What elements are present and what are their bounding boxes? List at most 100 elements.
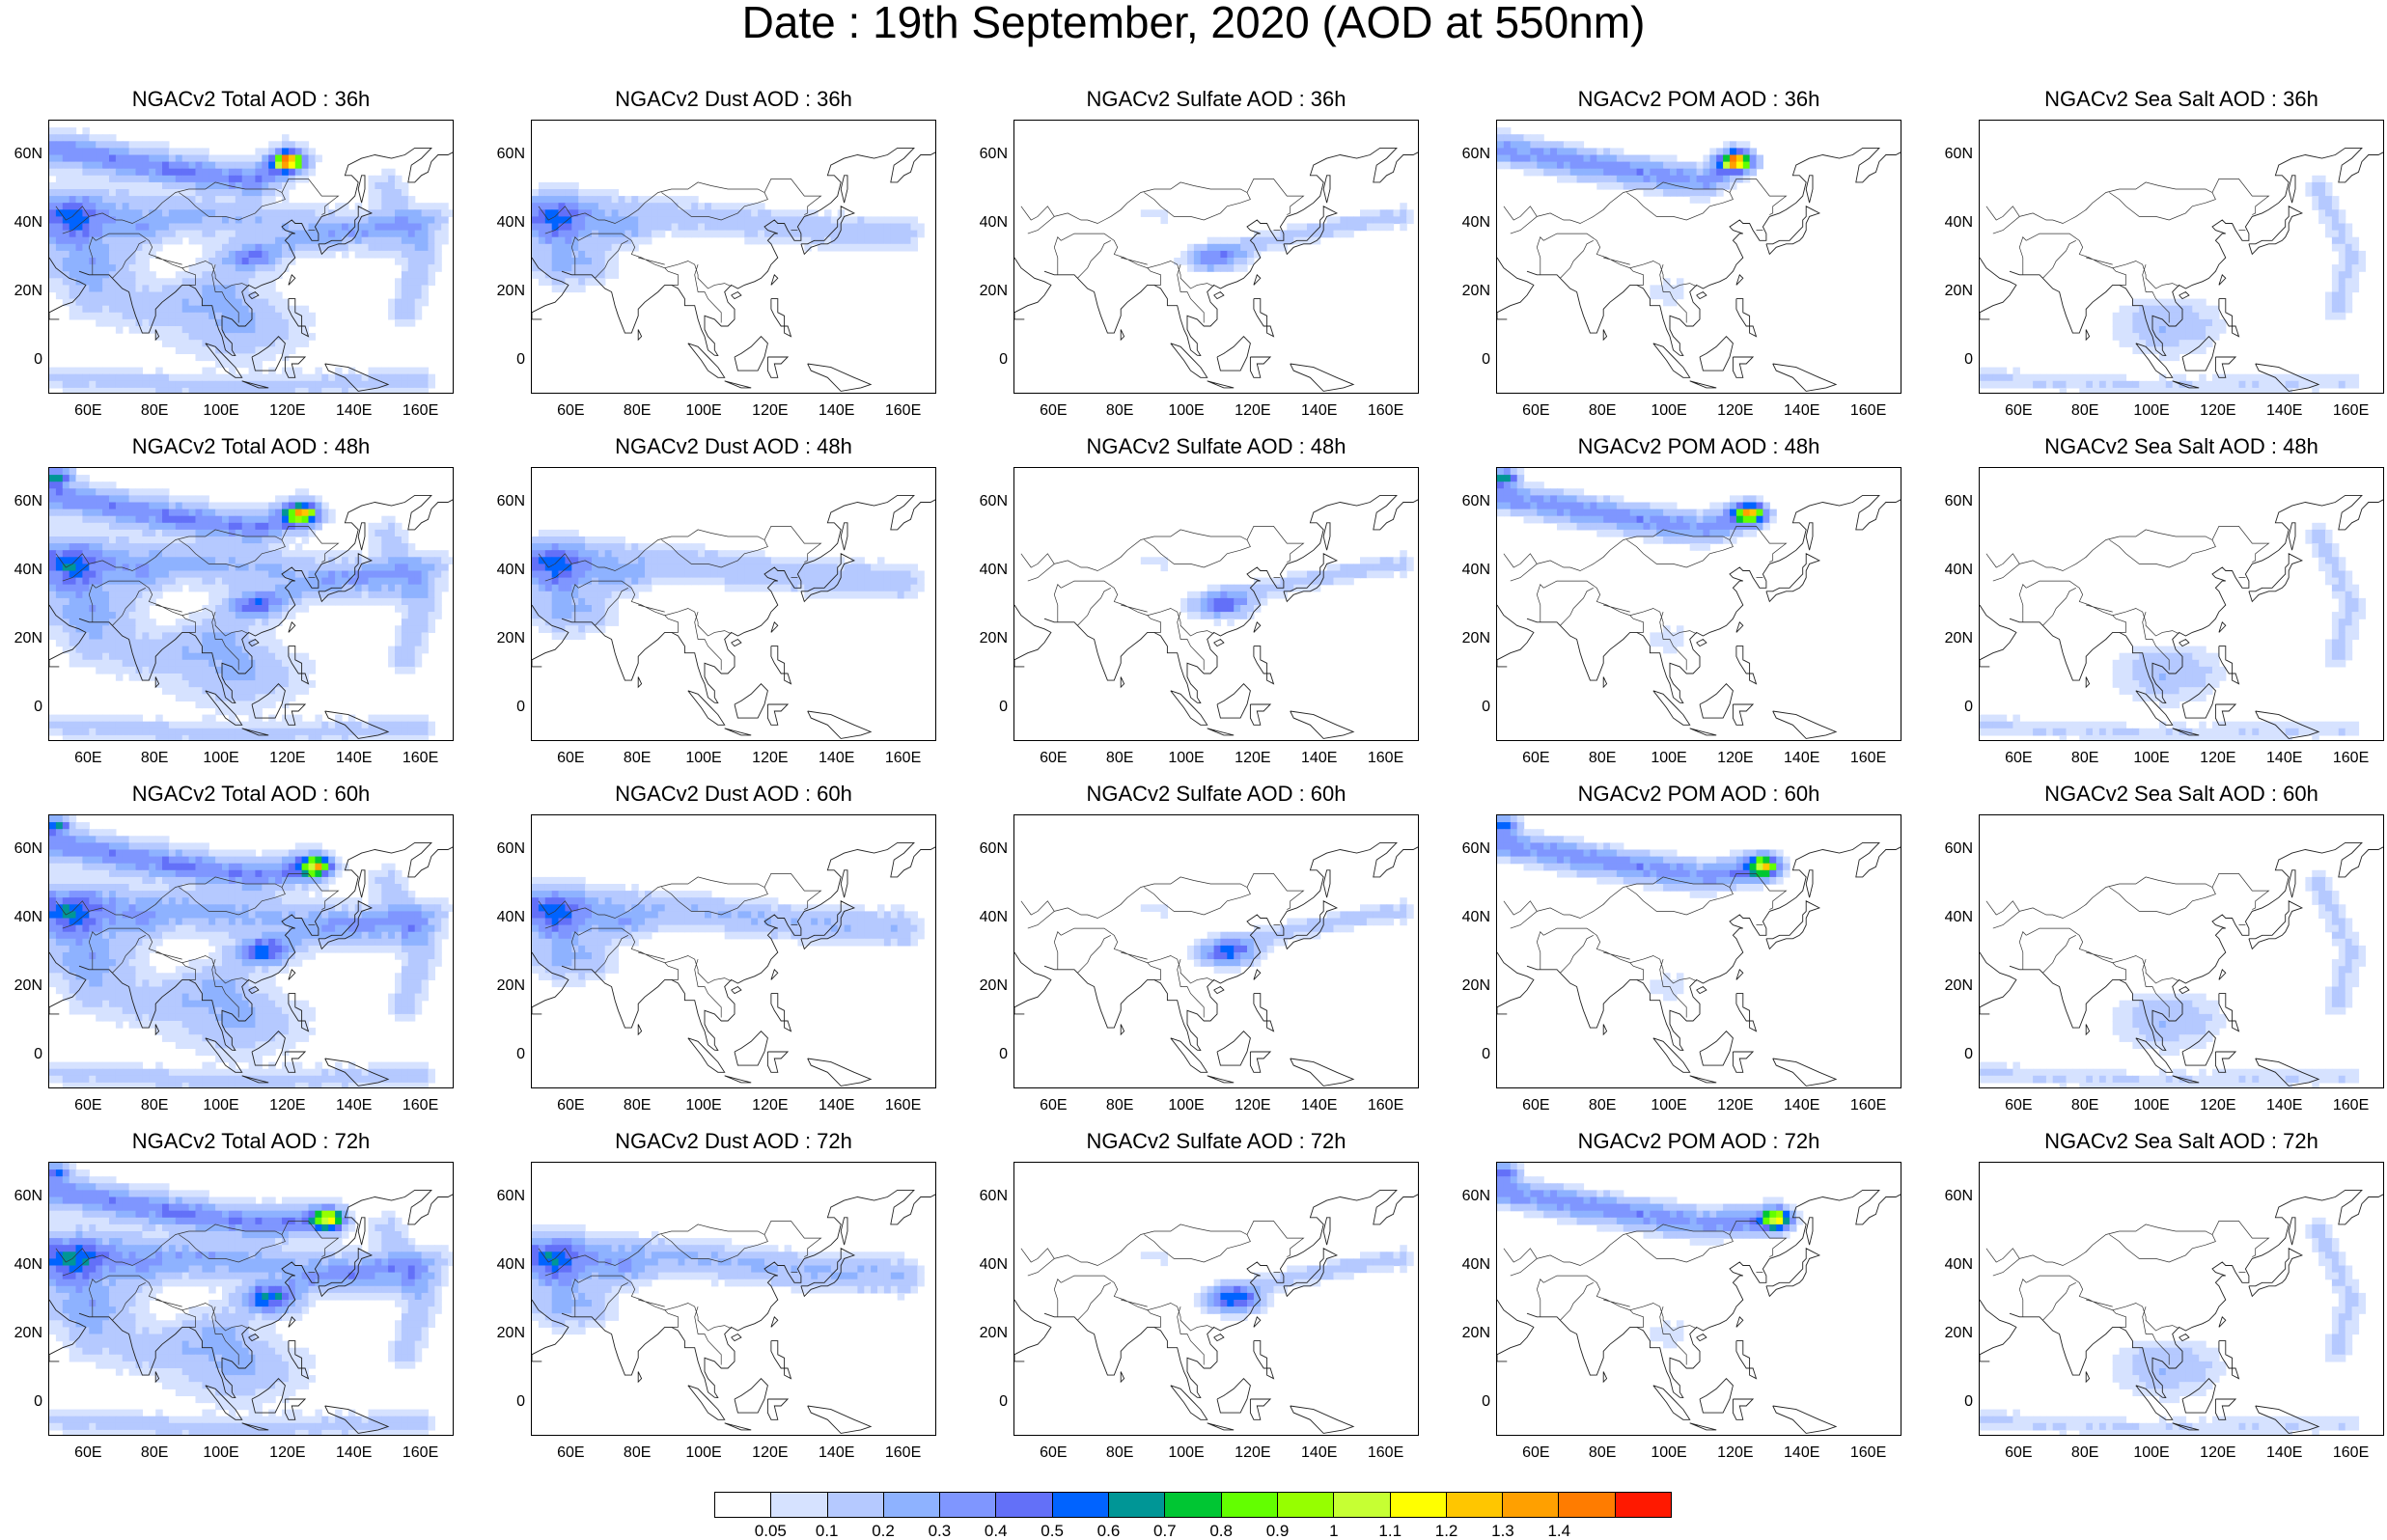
lat-tick-label: 20N [496, 629, 525, 646]
lat-tick-label: 0 [34, 1045, 42, 1062]
lon-tick-label: 120E [1717, 1097, 1754, 1114]
panel-title: NGACv2 Dust AOD : 72h [615, 1129, 852, 1153]
map-panel-seasalt-60h: NGACv2 Sea Salt AOD : 60h 60N 40N 20N 0 60E 80… [1930, 782, 2387, 1129]
coastline [532, 841, 935, 1086]
map-panel-sulfate-60h: NGACv2 Sulfate AOD : 60h 60N 40N 20N 0 60E 80E… [965, 782, 1448, 1129]
lat-tick-label: 0 [516, 1045, 525, 1062]
colorbar-label: 1.1 [1378, 1522, 1402, 1540]
lat-tick-label: 20N [14, 1324, 42, 1341]
country-borders [1985, 526, 2270, 671]
lon-tick-label: 80E [1105, 402, 1134, 419]
lat-tick-label: 60N [1461, 492, 1490, 509]
colorbar-swatch [1390, 1493, 1447, 1517]
map-panel-dust-48h: NGACv2 Dust AOD : 48h 60N 40N 20N 0 60E 80E 100… [483, 434, 965, 782]
lon-tick-label: 160E [884, 750, 922, 766]
coastline [49, 494, 453, 739]
lon-tick-label: 160E [402, 1097, 439, 1114]
map-frame [531, 814, 936, 1088]
lat-tick-label: 20N [496, 976, 525, 994]
aod-field-map [532, 147, 935, 392]
lon-tick-label: 80E [140, 1097, 169, 1114]
aod-shading [532, 1224, 925, 1335]
lat-tick-label: 40N [496, 1255, 525, 1273]
lon-tick-label: 60E [1522, 750, 1550, 766]
lat-tick-label: 0 [999, 698, 1008, 715]
map-frame [1013, 120, 1419, 394]
panel-title: NGACv2 Sea Salt AOD : 48h [2044, 434, 2318, 458]
map-frame [1013, 1162, 1419, 1436]
lat-tick-label: 0 [1964, 1045, 1973, 1062]
map-frame [531, 1162, 936, 1436]
lon-tick-label: 160E [1367, 750, 1404, 766]
lon-tick-label: 60E [1040, 1097, 1068, 1114]
lon-tick-label: 120E [752, 402, 789, 419]
aod-field-map [1014, 147, 1418, 392]
map-frame [1496, 1162, 1901, 1436]
lat-tick-label: 60N [1944, 492, 1973, 509]
lon-tick-label: 140E [2266, 750, 2303, 766]
country-borders [55, 873, 340, 1018]
colorbar-swatch [1109, 1493, 1166, 1517]
aod-shading [1980, 522, 2366, 740]
lon-tick-label: 60E [557, 402, 585, 419]
aod-field-map [49, 1163, 453, 1435]
aod-field-map [1980, 147, 2383, 393]
aod-shading [1497, 815, 1790, 1002]
lon-tick-label: 160E [1849, 402, 1887, 419]
lon-tick-label: 140E [1301, 402, 1338, 419]
lon-tick-label: 60E [74, 1097, 102, 1114]
lon-tick-label: 160E [2332, 1097, 2370, 1114]
lat-tick-label: 0 [1964, 698, 1973, 715]
lon-tick-label: 60E [557, 1444, 585, 1461]
lat-tick-label: 20N [14, 629, 42, 646]
lon-tick-label: 100E [1168, 750, 1205, 766]
lon-tick-label: 120E [2200, 1097, 2236, 1114]
lat-tick-label: 20N [1461, 1324, 1490, 1341]
colorbar-label: 0.3 [928, 1522, 952, 1540]
map-panel-seasalt-36h: NGACv2 Sea Salt AOD : 36h 60N 40N 20N 0 60E 80… [1930, 87, 2387, 434]
coastline [1497, 494, 1901, 739]
lat-tick-label: 60N [1461, 839, 1490, 857]
country-borders [1985, 179, 2270, 323]
lat-tick-label: 60N [1944, 145, 1973, 162]
lat-tick-label: 40N [979, 1255, 1008, 1273]
lon-tick-label: 120E [1717, 402, 1754, 419]
coastline [1980, 1189, 2383, 1434]
coastline [1497, 1189, 1901, 1434]
lon-tick-label: 120E [1235, 1444, 1271, 1461]
lon-tick-label: 160E [1849, 1097, 1887, 1114]
lon-tick-label: 120E [1235, 1097, 1271, 1114]
map-panel-sulfate-48h: NGACv2 Sulfate AOD : 48h 60N 40N 20N 0 60E 80E… [965, 434, 1448, 782]
lat-tick-label: 60N [14, 145, 42, 162]
colorbar-swatch [1615, 1493, 1672, 1517]
panel-title: NGACv2 Total AOD : 36h [131, 87, 371, 111]
colorbar-label: 0.9 [1265, 1522, 1290, 1540]
colorbar-label: 0.4 [984, 1522, 1008, 1540]
lon-tick-label: 80E [2070, 1444, 2099, 1461]
lon-tick-label: 60E [2005, 1097, 2033, 1114]
aod-shading [532, 529, 925, 641]
colorbar-swatch [883, 1493, 941, 1517]
map-panel-seasalt-48h: NGACv2 Sea Salt AOD : 48h 60N 40N 20N 0 60E 80… [1930, 434, 2387, 782]
lon-tick-label: 160E [2332, 750, 2370, 766]
lon-tick-label: 120E [1717, 750, 1754, 766]
figure-title: Date : 19th September, 2020 (AOD at 550n… [741, 0, 1646, 47]
lat-tick-label: 20N [1461, 629, 1490, 646]
map-frame [48, 814, 454, 1088]
lat-tick-label: 0 [34, 350, 42, 368]
country-borders [538, 1221, 822, 1365]
colorbar-swatch [827, 1493, 884, 1517]
lon-tick-label: 60E [1040, 402, 1068, 419]
aod-field-map [49, 468, 453, 740]
panel-title: NGACv2 POM AOD : 72h [1577, 1129, 1820, 1153]
lat-tick-label: 40N [979, 908, 1008, 925]
panel-title: NGACv2 Sulfate AOD : 36h [1086, 87, 1346, 111]
colorbar-swatch [715, 1493, 772, 1517]
lat-tick-label: 20N [979, 629, 1008, 646]
panel-title: NGACv2 POM AOD : 60h [1577, 782, 1820, 806]
country-borders [1020, 1221, 1305, 1365]
lon-tick-label: 140E [819, 1444, 855, 1461]
aod-field-map [532, 1189, 935, 1434]
lon-tick-label: 140E [1301, 1444, 1338, 1461]
country-borders [538, 526, 822, 671]
